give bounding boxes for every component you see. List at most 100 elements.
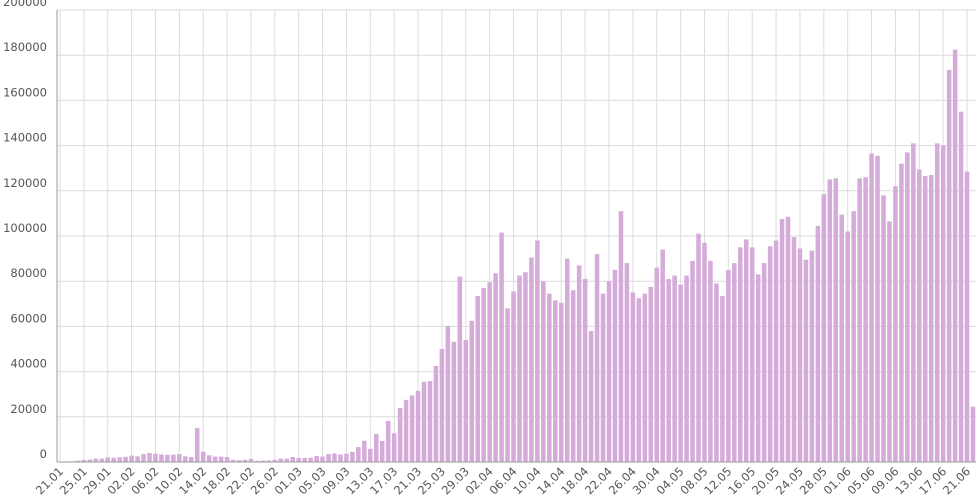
y-tick-label: 20000 — [10, 402, 47, 416]
bars — [69, 49, 976, 463]
bar-27.04 — [636, 298, 642, 462]
bar-26.05 — [809, 250, 815, 462]
bar-11.05 — [720, 295, 725, 462]
x-tick-label: 21.06 — [940, 464, 973, 497]
bar-19.06 — [952, 49, 958, 463]
bar-08.05 — [702, 242, 707, 462]
bar-05.05 — [684, 275, 689, 462]
bar-20.03 — [409, 395, 415, 462]
bar-17.04 — [576, 265, 582, 462]
bar-14.06 — [923, 176, 928, 463]
bar-18.02 — [224, 457, 230, 462]
bar-03.06 — [857, 178, 862, 462]
bar-18.05 — [761, 263, 767, 462]
bar-08.04 — [523, 272, 528, 462]
bar-09.02 — [171, 454, 176, 462]
bar-25.01 — [81, 459, 87, 462]
bar-02.03 — [302, 457, 307, 462]
bar-24.05 — [797, 248, 803, 462]
bar-21.05 — [779, 219, 785, 462]
bar-12.04 — [547, 293, 552, 462]
bar-10.06 — [899, 163, 904, 462]
bar-07.03 — [332, 453, 337, 462]
bar-11.03 — [356, 447, 361, 462]
bar-16.04 — [570, 290, 576, 462]
bar-17.02 — [218, 456, 224, 462]
bar-15.05 — [743, 239, 749, 462]
bar-12.05 — [726, 269, 731, 462]
bar-09.03 — [344, 453, 349, 462]
bar-15.04 — [564, 258, 570, 462]
bar-29.02 — [290, 457, 295, 462]
bar-16.03 — [385, 420, 391, 462]
bar-20.05 — [773, 240, 779, 462]
bar-30.03 — [469, 320, 475, 462]
bar-12.06 — [911, 143, 916, 462]
y-tick-label: 60000 — [10, 311, 47, 325]
y-tick-label: 100000 — [3, 221, 47, 235]
bar-24.03 — [433, 365, 439, 462]
y-tick-label: 180000 — [3, 40, 47, 54]
bar-29.05 — [827, 179, 833, 462]
bar-22.03 — [421, 381, 427, 462]
bar-24.04 — [618, 211, 624, 462]
bar-29.04 — [648, 286, 654, 462]
bar-06.02 — [153, 453, 158, 462]
bar-05.04 — [505, 308, 510, 462]
bar-29.03 — [463, 339, 469, 462]
bar-02.06 — [851, 211, 856, 462]
bar-19.05 — [767, 246, 773, 462]
bar-21.03 — [415, 390, 421, 462]
bar-04.04 — [499, 232, 504, 462]
bar-30.01 — [111, 457, 116, 462]
bar-11.02 — [183, 456, 188, 462]
bar-09.04 — [529, 257, 534, 462]
bar-11.04 — [541, 281, 546, 462]
bar-24.01 — [75, 460, 81, 462]
bar-16.06 — [934, 143, 940, 462]
bar-03.05 — [672, 275, 677, 462]
bar-08.02 — [165, 454, 170, 462]
bar-02.05 — [666, 278, 671, 462]
bar-12.03 — [362, 440, 367, 462]
y-tick-label: 80000 — [10, 266, 47, 280]
bar-16.05 — [749, 247, 755, 462]
bar-18.04 — [582, 278, 588, 462]
bar-25.05 — [803, 259, 809, 462]
bar-04.02 — [141, 454, 146, 462]
bar-01.05 — [660, 249, 665, 462]
bar-03.02 — [135, 456, 140, 462]
bar-18.03 — [397, 407, 403, 462]
y-tick-label: 140000 — [3, 131, 47, 145]
y-tick-label: 200000 — [3, 0, 47, 9]
bar-05.02 — [147, 452, 152, 462]
bar-15.03 — [379, 440, 385, 462]
bar-10.04 — [535, 240, 540, 462]
bar-01.03 — [296, 457, 301, 462]
bar-13.06 — [917, 169, 922, 462]
bar-01.04 — [481, 287, 486, 462]
bar-18.06 — [946, 69, 952, 462]
bar-04.06 — [863, 177, 868, 463]
bar-21.02 — [242, 459, 248, 462]
bar-17.05 — [755, 274, 761, 462]
bar-10.02 — [177, 454, 182, 462]
bar-07.02 — [159, 454, 164, 462]
bar-19.04 — [588, 330, 594, 462]
bar-31.05 — [839, 214, 844, 462]
bar-27.03 — [451, 341, 457, 462]
bar-27.02 — [278, 458, 284, 462]
bar-14.02 — [200, 451, 206, 462]
bar-27.05 — [815, 225, 821, 462]
bar-14.05 — [738, 247, 743, 462]
bar-29.01 — [105, 457, 110, 462]
bar-28.05 — [821, 194, 827, 462]
bar-07.05 — [696, 233, 701, 462]
bar-26.04 — [630, 292, 636, 462]
bar-17.06 — [940, 145, 946, 462]
bar-03.04 — [493, 273, 498, 462]
bar-02.04 — [487, 282, 492, 462]
bar-28.04 — [642, 293, 648, 462]
bar-23.02 — [254, 460, 260, 462]
bar-25.04 — [624, 263, 630, 462]
